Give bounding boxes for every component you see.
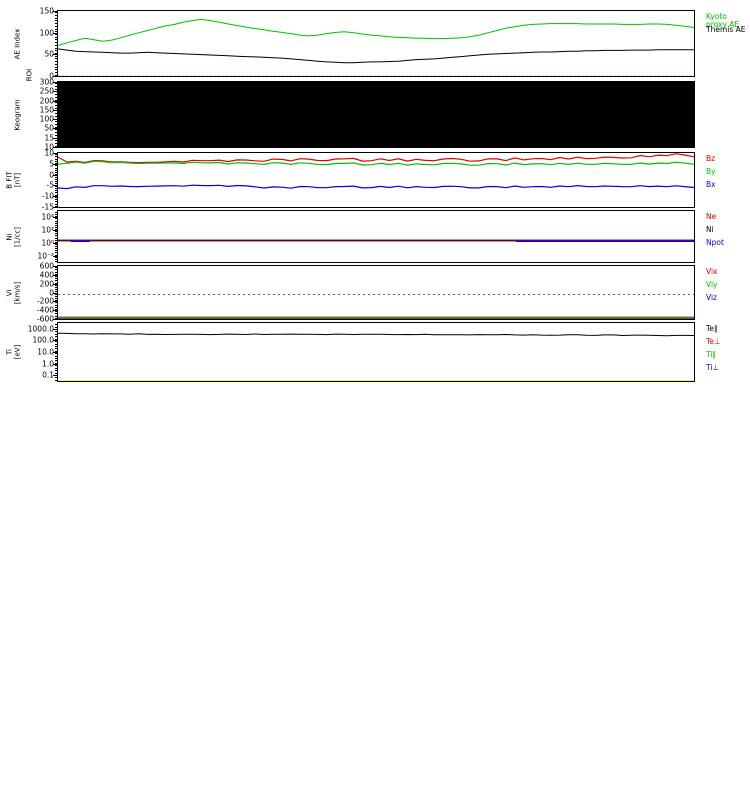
y-tick-density-2: 10⁰	[41, 238, 54, 248]
y-tick-keogram-5: 50	[44, 123, 54, 133]
y-tick-keogram-2: 200	[39, 96, 54, 106]
y-tick-keogram-7: 10	[44, 142, 54, 152]
y-tick-keogram-1: 250	[39, 86, 54, 96]
y-tick-density-0: 10⁴	[41, 212, 54, 222]
y-tick-velocity-3: 0	[49, 288, 54, 297]
y-tick-b-fit-4: -10	[41, 191, 54, 201]
y-tick-velocity-0: 600	[39, 261, 54, 271]
panel-ae-index	[57, 10, 695, 77]
sublabel-roi: ROI	[25, 68, 34, 82]
legend-velocity-2: Viz	[706, 293, 717, 302]
y-tick-b-fit-2: 0	[49, 170, 54, 180]
y-tick-ae-index-2: 50	[44, 49, 54, 59]
panel-keogram	[57, 81, 695, 148]
y-tick-density-3: 10⁻²	[37, 251, 54, 261]
y-axis-label-b-fit: B FIT [nT]	[5, 171, 22, 189]
panel-b-fit	[57, 152, 695, 208]
panel-velocity	[57, 265, 695, 320]
y-tick-velocity-2: 200	[39, 279, 54, 289]
y-tick-velocity-1: 400	[39, 270, 54, 280]
y-tick-keogram-3: 150	[39, 105, 54, 115]
y-tick-b-fit-3: -5	[46, 180, 54, 190]
legend-velocity-1: Viy	[706, 280, 718, 289]
y-tick-b-fit-1: 5	[49, 159, 54, 169]
y-tick-keogram-4: 100	[39, 114, 54, 124]
y-tick-temperature-1: 100.0	[32, 335, 54, 345]
legend-temperature-0: Te∥	[706, 324, 718, 333]
y-tick-ae-index-1: 100	[39, 28, 54, 38]
legend-temperature-2: Ti∥	[706, 350, 717, 359]
legend-b-fit-2: Bx	[706, 180, 716, 189]
legend-b-fit-1: By	[706, 167, 716, 176]
legend-velocity-0: Vix	[706, 267, 718, 276]
y-tick-ae-index-0: 150	[39, 6, 54, 16]
legend-ae-index-0: Kyoto proxy AE	[706, 12, 740, 29]
panel-temperature	[57, 322, 695, 382]
y-tick-velocity-5: -400	[36, 305, 54, 315]
y-tick-b-fit-5: -15	[41, 202, 54, 212]
panel-density	[57, 210, 695, 263]
y-tick-b-fit-0: 10	[44, 148, 54, 158]
y-axis-label-temperature: Ti [eV]	[5, 344, 22, 360]
y-axis-label-density: Ni [1/cc]	[5, 226, 22, 247]
y-axis-label-keogram: Keogram	[13, 98, 22, 131]
y-tick-ae-index-3: 0	[49, 71, 54, 81]
legend-density-1: Ni	[706, 225, 714, 234]
legend-density-0: Ne	[706, 212, 717, 221]
y-tick-temperature-2: 10.0	[37, 347, 54, 357]
legend-temperature-3: Ti⊥	[706, 363, 719, 372]
y-tick-keogram-0: 300	[39, 77, 54, 87]
y-tick-density-1: 10²	[41, 225, 54, 235]
legend-temperature-1: Te⊥	[706, 337, 721, 346]
y-tick-temperature-0: 1000.0	[27, 324, 54, 334]
legend-ae-index-1: Themis AE	[706, 25, 746, 34]
y-tick-velocity-4: -200	[36, 296, 54, 306]
y-axis-label-velocity: Vi [km/s]	[5, 281, 22, 304]
y-axis-label-ae-index: AE Index	[13, 28, 22, 59]
y-tick-velocity-6: -600	[36, 314, 54, 324]
y-tick-temperature-4: 0.1	[42, 370, 54, 380]
legend-density-2: Npot	[706, 238, 724, 247]
y-tick-keogram-6: 15	[44, 133, 54, 143]
y-tick-temperature-3: 1.0	[42, 359, 54, 369]
legend-b-fit-0: Bz	[706, 154, 716, 163]
